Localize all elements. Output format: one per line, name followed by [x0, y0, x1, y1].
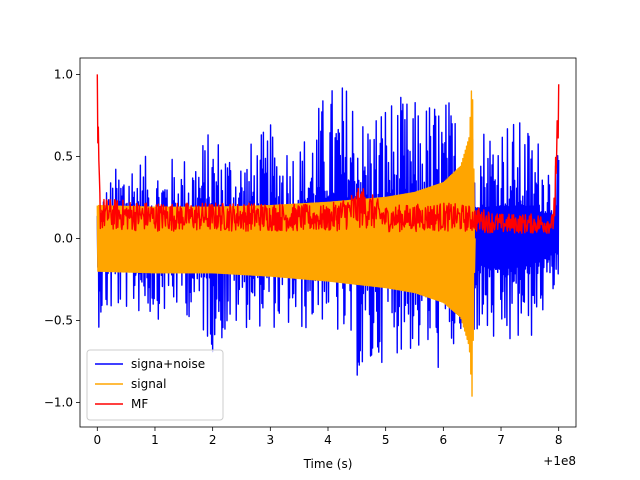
y-tick-label: 0.5	[54, 149, 73, 163]
series-line	[96, 74, 560, 234]
x-axis-label: Time (s)	[303, 457, 353, 471]
series-line	[96, 87, 560, 376]
series-layer	[96, 74, 560, 397]
legend-label: signal	[131, 377, 167, 391]
y-axis: −1.0 −0.5 0.0 0.5 1.0	[44, 67, 80, 409]
series-line	[96, 90, 476, 397]
x-tick-label: 5	[382, 433, 390, 447]
x-tick-label: 3	[267, 433, 275, 447]
y-tick-label: 0.0	[54, 231, 73, 245]
legend-label: MF	[131, 397, 148, 411]
y-tick-label: −0.5	[44, 313, 73, 327]
x-axis: 0 1 2 3 4 5 6 7 8	[93, 427, 563, 447]
x-tick-label: 6	[440, 433, 448, 447]
x-tick-label: 7	[497, 433, 505, 447]
x-tick-label: 4	[324, 433, 332, 447]
x-axis-offset-label: +1e8	[543, 454, 576, 468]
y-tick-label: −1.0	[44, 395, 73, 409]
x-tick-label: 1	[151, 433, 159, 447]
legend-label: signa+noise	[131, 357, 205, 371]
legend: signa+noise signal MF	[86, 349, 224, 421]
x-tick-label: 2	[209, 433, 217, 447]
x-tick-label: 0	[93, 433, 101, 447]
x-tick-label: 8	[555, 433, 563, 447]
y-tick-label: 1.0	[54, 67, 73, 81]
legend-box	[86, 349, 224, 421]
